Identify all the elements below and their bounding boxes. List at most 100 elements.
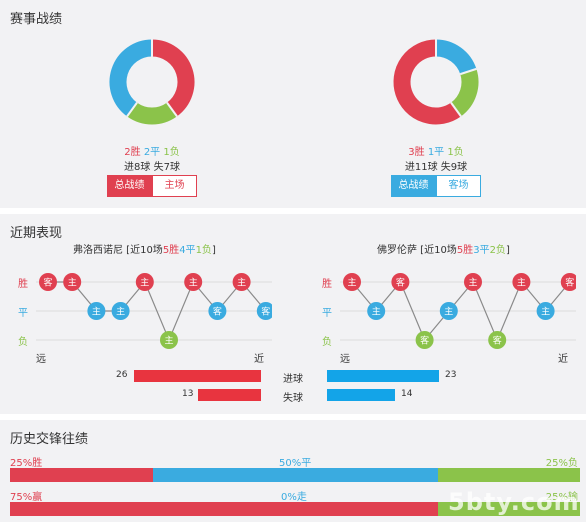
right-losses: 1负	[447, 147, 464, 158]
right-ylabel-loss: 负	[322, 337, 332, 348]
left-form-match-venue: 客	[213, 306, 222, 318]
right-form-match-marker	[415, 331, 434, 349]
right-form-match-marker	[560, 273, 576, 291]
left-ylabel-draw: 平	[18, 308, 28, 319]
right-form-match-marker	[488, 331, 507, 349]
history-result-bar	[10, 468, 580, 482]
left-form-match-marker	[256, 302, 272, 320]
away-goals-against-value: 14	[401, 389, 413, 399]
history-title: 历史交锋往绩	[10, 432, 89, 447]
right-form-match-marker	[391, 273, 410, 291]
left-donut-chart	[109, 39, 195, 125]
left-form-match-venue: 客	[43, 277, 52, 289]
left-form-match-venue: 主	[68, 277, 77, 289]
right-form-match-venue: 主	[372, 306, 381, 318]
left-form-match-marker	[160, 331, 178, 349]
left-wins: 2胜	[124, 147, 141, 158]
right-form-trend-line	[351, 280, 571, 342]
left-recent-wins: 5胜	[162, 245, 180, 256]
right-form-match-marker	[439, 302, 458, 320]
history-handicap-loss-pct: 25%输	[545, 492, 578, 503]
left-form-match-venue: 主	[237, 277, 246, 289]
right-form-match-venue: 客	[396, 277, 405, 289]
goals-for-label: 进球	[283, 374, 303, 385]
right-donut-chart	[393, 39, 479, 125]
right-form-match-venue: 主	[517, 277, 526, 289]
right-draws: 1平	[427, 147, 445, 158]
right-tab-away[interactable]: 客场	[436, 175, 481, 197]
left-team-name: 弗洛西诺尼 [近10场5胜4平1负]	[73, 241, 216, 256]
left-donut-slice-loss	[127, 102, 177, 125]
history-result-segment-win	[10, 468, 153, 482]
right-recent-draws: 3平	[473, 245, 490, 256]
history-handicap-bar	[10, 502, 580, 516]
home-goals-for-bar	[134, 370, 261, 382]
right-form-match-marker	[536, 302, 555, 320]
right-xlabel-far: 远	[340, 354, 350, 365]
right-donut-slice-loss	[450, 68, 479, 117]
history-result-segment-draw	[152, 468, 438, 482]
left-form-match-marker	[63, 273, 82, 291]
left-losses: 1负	[163, 147, 180, 158]
left-form-match-marker	[208, 302, 227, 320]
right-form-match-venue: 客	[493, 335, 502, 347]
left-ylabel-win: 胜	[18, 279, 28, 290]
history-draw-pct: 50%平	[279, 458, 312, 469]
right-team-name: 佛罗伦萨 [近10场5胜3平2负]	[377, 241, 510, 256]
left-xlabel-far: 远	[36, 354, 46, 365]
right-form-match-marker	[343, 273, 361, 291]
right-form-match-marker	[464, 273, 482, 291]
left-recent-losses: 1负	[195, 245, 212, 256]
history-handicap-push-pct: 0%走	[281, 492, 307, 503]
left-xlabel-near: 近	[254, 354, 264, 365]
right-form-match-marker	[512, 273, 531, 291]
right-name-post: ]	[505, 245, 510, 256]
right-donut-slice-win	[393, 39, 461, 125]
left-donut-slice-separator	[126, 102, 138, 117]
left-form-match-marker	[184, 273, 203, 291]
left-form-match-venue: 主	[92, 306, 101, 318]
left-name-pre: 弗洛西诺尼 [近10场	[73, 245, 163, 256]
left-name-post: ]	[211, 245, 216, 256]
right-ylabel-win: 胜	[322, 279, 332, 290]
left-form-match-venue: 主	[116, 306, 125, 318]
left-goals: 进8球 失7球	[124, 162, 180, 173]
right-donut-slice-draw	[435, 39, 477, 75]
right-tabs: 总战绩 客场	[391, 175, 481, 197]
recent-panel: 近期表现 弗洛西诺尼 [近10场5胜4平1负] 佛罗伦萨 [近10场5胜3平2负…	[0, 214, 586, 414]
right-form-match-venue: 客	[565, 277, 574, 289]
away-goals-for-value: 23	[445, 370, 457, 380]
right-xlabel-near: 近	[558, 354, 568, 365]
right-donut-slice-separator	[459, 67, 477, 76]
left-form-chart: 客主主 主主主主客主客	[36, 273, 272, 349]
right-form-match-venue: 主	[444, 306, 453, 318]
left-draws: 2平	[143, 147, 161, 158]
right-name-pre: 佛罗伦萨 [近10场	[377, 245, 457, 256]
away-goals-against-bar	[327, 389, 395, 401]
left-tab-home[interactable]: 主场	[152, 175, 197, 197]
right-form-match-venue: 主	[541, 306, 550, 318]
history-panel: 历史交锋往绩 25%胜 50%平 25%负 75%赢 0%走 25%输 5bty…	[0, 420, 586, 522]
history-handicap-segment-loss	[437, 502, 580, 516]
right-record-summary: 3胜 1平 1负	[384, 143, 488, 158]
left-tab-overall[interactable]: 总战绩	[107, 175, 152, 197]
watermark-logo: 5bty.com	[448, 488, 580, 516]
right-form-match-venue: 主	[347, 277, 356, 289]
left-record-summary: 2胜 2平 1负	[100, 143, 204, 158]
right-recent-wins: 5胜	[456, 245, 474, 256]
history-win-pct: 25%胜	[10, 458, 43, 469]
left-donut-slice-win	[151, 39, 195, 117]
left-donut-slice-separator	[166, 102, 178, 117]
goals-against-label: 失球	[283, 393, 303, 404]
right-recent-losses: 2负	[489, 245, 506, 256]
right-wins: 3胜	[408, 147, 425, 158]
left-form-match-marker	[87, 302, 106, 320]
home-goals-against-bar	[198, 389, 261, 401]
right-form-match-venue: 客	[420, 335, 429, 347]
right-ylabel-draw: 平	[322, 308, 332, 319]
left-form-match-marker	[111, 302, 130, 320]
left-form-match-venue: 主	[164, 335, 173, 347]
home-goals-against-value: 13	[182, 389, 194, 399]
right-tab-overall[interactable]: 总战绩	[391, 175, 436, 197]
